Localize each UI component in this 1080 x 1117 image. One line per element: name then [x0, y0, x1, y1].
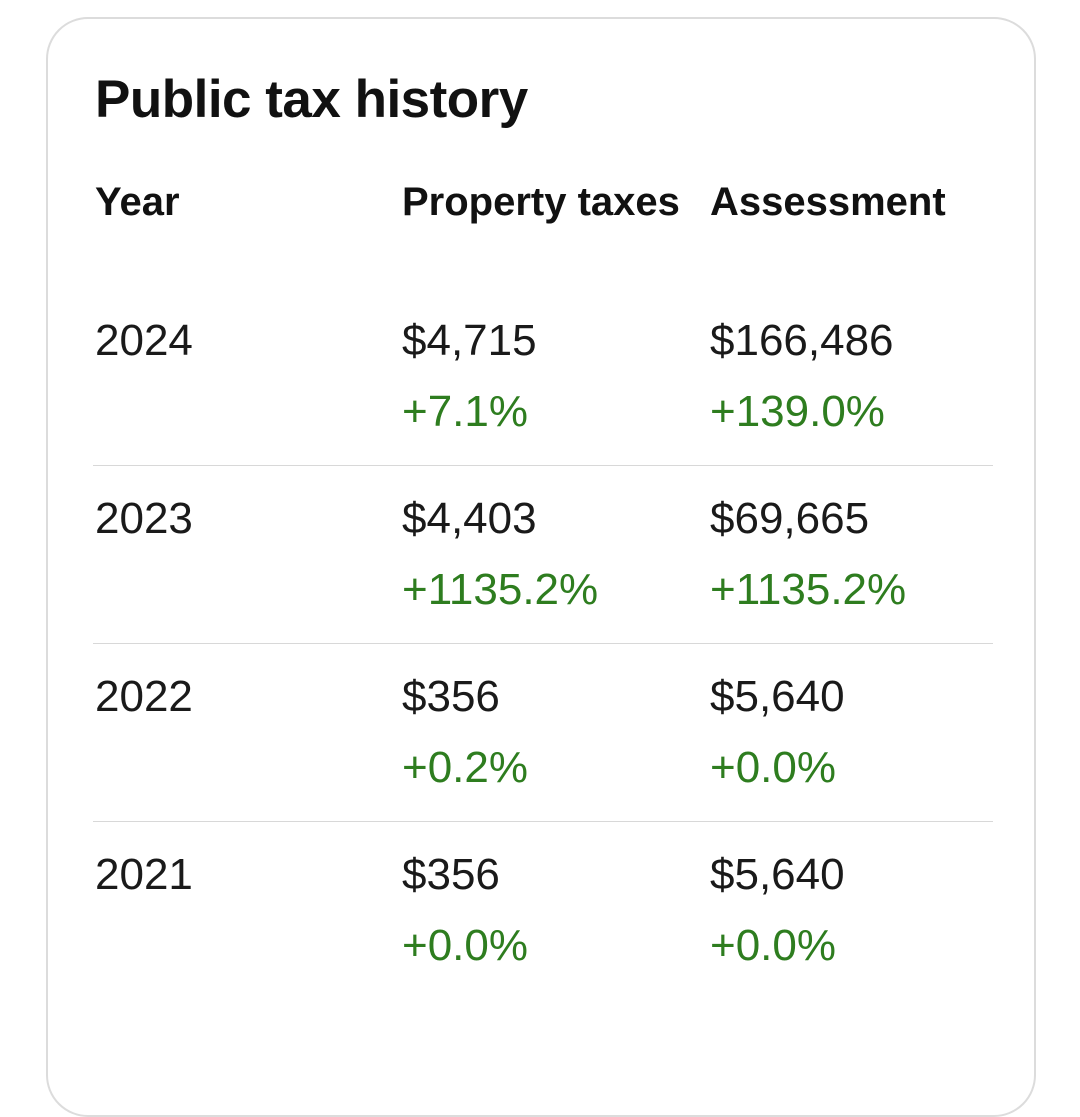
- property-tax: $4,715: [402, 316, 537, 365]
- table-row: 2023 $4,403 +1135.2% $69,665 +1135.2%: [93, 466, 993, 644]
- assessment: $5,640: [710, 850, 845, 899]
- year: 2023: [95, 494, 193, 543]
- tax-history-table: 2024 $4,715 +7.1% $166,486 +139.0% 2023 $4…: [93, 288, 993, 999]
- column-header-property-taxes: Property taxes: [402, 180, 680, 224]
- year: 2024: [95, 316, 193, 365]
- property-tax-change: +1135.2%: [402, 565, 599, 614]
- property-tax-change: +0.2%: [402, 743, 528, 792]
- year: 2022: [95, 672, 193, 721]
- property-tax: $356: [402, 850, 500, 899]
- table-row: 2024 $4,715 +7.1% $166,486 +139.0%: [93, 288, 993, 466]
- assessment-change: +0.0%: [710, 921, 836, 970]
- table-header: Year Property taxes Assessment: [95, 174, 993, 230]
- property-tax: $4,403: [402, 494, 537, 543]
- property-tax: $356: [402, 672, 500, 721]
- column-header-year: Year: [95, 180, 180, 224]
- property-tax-change: +0.0%: [402, 921, 528, 970]
- assessment: $166,486: [710, 316, 894, 365]
- table-row: 2022 $356 +0.2% $5,640 +0.0%: [93, 644, 993, 822]
- assessment: $5,640: [710, 672, 845, 721]
- section-title: Public tax history: [95, 70, 528, 129]
- assessment-change: +1135.2%: [710, 565, 907, 614]
- column-header-assessment: Assessment: [710, 180, 946, 224]
- year: 2021: [95, 850, 193, 899]
- assessment-change: +0.0%: [710, 743, 836, 792]
- table-row: 2021 $356 +0.0% $5,640 +0.0%: [93, 822, 993, 999]
- assessment: $69,665: [710, 494, 870, 543]
- assessment-change: +139.0%: [710, 387, 885, 436]
- property-tax-change: +7.1%: [402, 387, 528, 436]
